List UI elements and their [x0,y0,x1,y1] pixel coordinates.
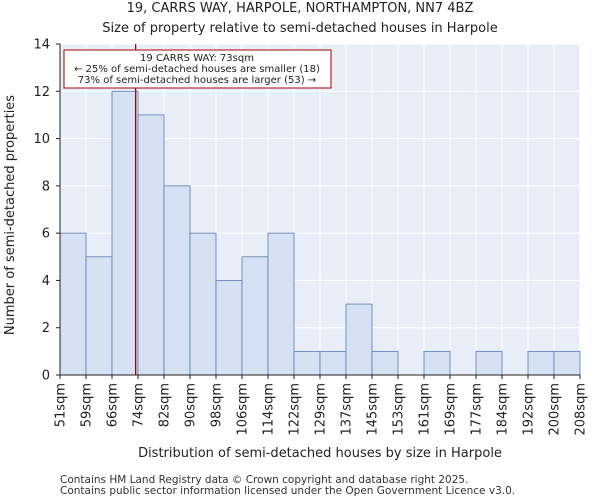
x-axis-label: Distribution of semi-detached houses by … [138,446,502,461]
x-tick-label: 98sqm [210,383,225,427]
annotation-line-2: ← 25% of semi-detached houses are smalle… [74,64,320,75]
x-ticks: 51sqm 59sqm 66sqm 74sqm 82sqm 90sqm 98sqm 106sq… [54,375,589,436]
bar-90sqm [189,232,217,376]
y-tick-label: 10 [33,132,50,147]
bar-192sqm [527,350,555,376]
footer-line-1: Contains HM Land Registry data © Crown c… [60,474,468,486]
y-tick-label: 4 [42,274,50,289]
bar-200sqm [553,350,581,376]
x-tick-label: 90sqm [184,383,199,427]
bar-59sqm [85,256,113,376]
x-tick-label: 161sqm [418,383,433,436]
chart-title: 19, CARRS WAY, HARPOLE, NORTHAMPTON, NN7… [127,1,474,16]
bar-51sqm [59,232,87,376]
bar-161sqm [423,350,451,376]
x-tick-label: 59sqm [80,383,95,427]
bar-66sqm [111,90,139,376]
x-tick-label: 169sqm [444,383,459,436]
bar-106sqm [241,256,269,376]
x-tick-label: 122sqm [288,383,303,436]
x-tick-label: 129sqm [314,383,329,436]
bar-177sqm [475,350,503,376]
x-tick-label: 208sqm [574,383,589,436]
x-tick-label: 137sqm [340,383,355,436]
annotation-border [63,49,332,89]
y-tick-label: 14 [33,38,50,53]
y-tick-label: 0 [42,369,50,384]
bars [59,90,581,376]
annotation-line-3: 73% of semi-detached houses are larger (… [78,75,316,86]
y-axis-label: Number of semi-detached properties [3,95,18,335]
annotation-line-1: 19 CARRS WAY: 73sqm [140,53,254,64]
bar-122sqm [293,350,321,376]
y-ticks: 0 2 4 6 8 10 12 14 [33,38,60,384]
x-tick-label: 106sqm [236,383,251,436]
y-tick-label: 8 [42,179,50,194]
bar-98sqm [215,280,243,376]
x-tick-label: 153sqm [392,383,407,436]
bar-74sqm [137,114,165,376]
x-tick-label: 82sqm [158,383,173,427]
footer-line-2: Contains public sector information licen… [60,485,515,497]
x-tick-label: 145sqm [366,383,381,436]
bar-114sqm [267,232,295,376]
x-tick-label: 51sqm [54,383,69,427]
x-tick-label: 114sqm [262,383,277,436]
annotation-box: 19 CARRS WAY: 73sqm ← 25% of semi-detach… [63,49,332,89]
chart-subtitle: Size of property relative to semi-detach… [102,21,497,36]
bar-82sqm [163,185,191,376]
y-tick-label: 2 [42,321,50,336]
x-tick-label: 74sqm [132,383,147,427]
y-tick-label: 6 [42,227,50,242]
x-tick-label: 192sqm [522,383,537,436]
x-tick-label: 177sqm [470,383,485,436]
x-tick-label: 66sqm [106,383,121,427]
bar-129sqm [319,350,347,376]
x-tick-label: 200sqm [548,383,563,436]
x-tick-label: 184sqm [496,383,511,436]
bar-145sqm [371,350,399,376]
bar-137sqm [345,303,373,376]
y-tick-label: 12 [33,85,50,100]
